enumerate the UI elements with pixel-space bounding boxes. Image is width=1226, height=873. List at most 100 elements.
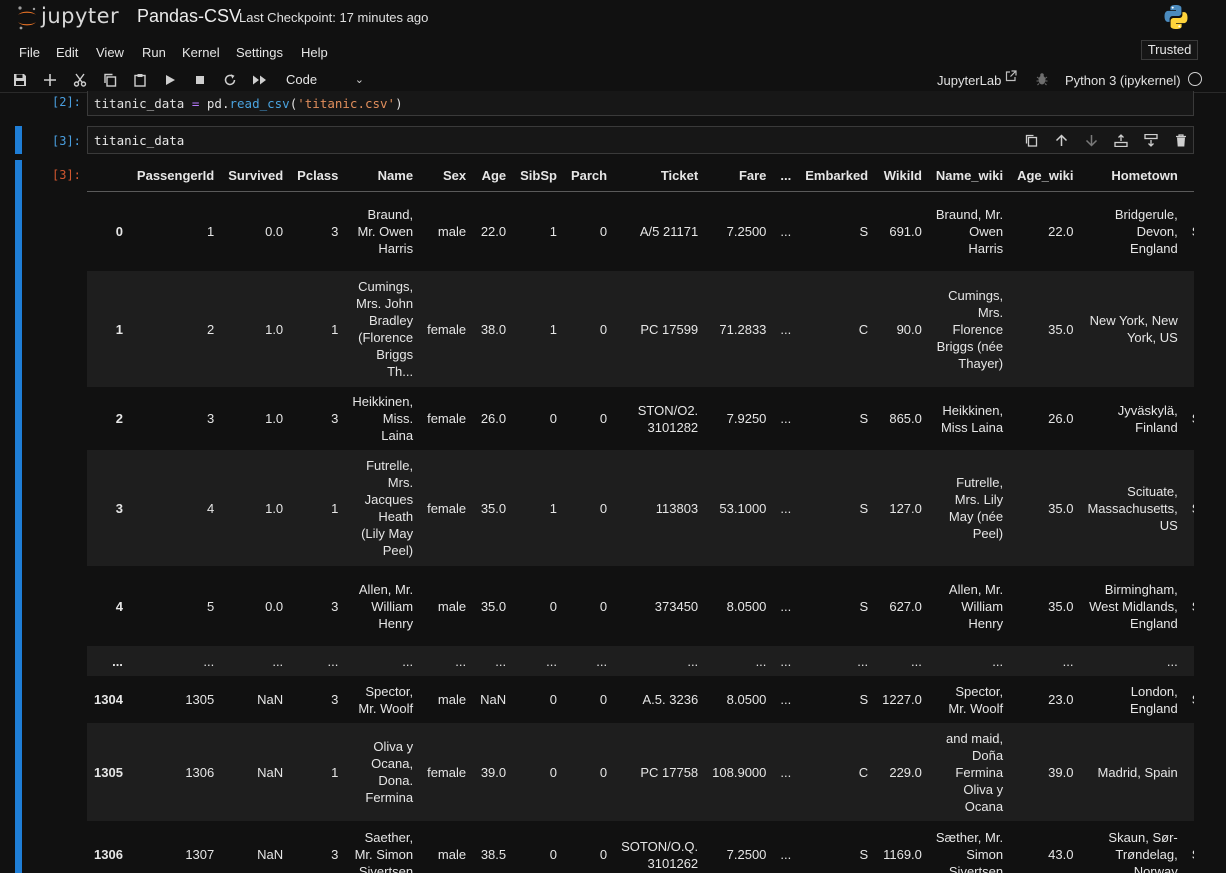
trusted-badge[interactable]: Trusted <box>1141 40 1198 60</box>
cell-2-code-editor[interactable]: titanic_data = pd.read_csv('titanic.csv'… <box>87 91 1194 116</box>
insert-above-icon[interactable] <box>1106 128 1136 152</box>
table-cell: 108.9000 <box>712 764 767 780</box>
table-cell: male <box>437 598 467 614</box>
python-logo-icon <box>1162 3 1190 36</box>
run-cell-icon[interactable] <box>160 70 180 90</box>
cell-3-code-editor[interactable]: titanic_data <box>87 126 1194 154</box>
table-cell: 7.2500 <box>726 223 767 239</box>
cut-icon[interactable] <box>70 70 90 90</box>
table-cell: Madrid, Spain <box>1097 764 1178 780</box>
table-cell: 373450 <box>654 598 699 614</box>
table-cell: Braund, Mr. Owen Harris <box>357 206 414 256</box>
table-row: 1 2 1.0 1 Cumings, Mrs. John Bradley (Floren… <box>87 271 1194 387</box>
table-cell: Southam <box>1185 387 1194 450</box>
table-cell: ... <box>780 321 792 337</box>
jupyter-logo[interactable]: jupyter <box>16 3 119 33</box>
table-cell: 35.0 <box>1048 500 1074 516</box>
cell-3-output-collapser[interactable] <box>15 160 22 873</box>
table-cell: male <box>437 223 467 239</box>
table-cell: female <box>427 764 467 780</box>
move-down-icon[interactable] <box>1076 128 1106 152</box>
row-index: ... <box>112 653 123 669</box>
table-cell: Skaun, Sør-Trøndelag, Norway <box>1108 830 1178 873</box>
insert-below-icon[interactable] <box>1136 128 1166 152</box>
notebook-title[interactable]: Pandas-CSV <box>137 6 242 26</box>
table-cell: S <box>859 223 869 239</box>
table-cell: 691.0 <box>889 223 922 239</box>
table-cell: 0 <box>549 847 557 862</box>
table-cell: 1.0 <box>265 500 284 516</box>
kernel-name[interactable]: Python 3 (ipykernel) <box>1065 73 1181 88</box>
table-cell: 1 <box>331 764 339 780</box>
jupyterlab-link[interactable]: JupyterLab <box>937 73 1002 88</box>
table-cell: 1 <box>331 500 339 516</box>
table-cell: 2 <box>207 321 215 337</box>
table-cell: Bridgerule, Devon, England <box>1114 206 1178 256</box>
table-cell: ... <box>546 653 557 669</box>
cell-3-input-collapser[interactable] <box>15 126 22 154</box>
table-cell: and maid, Doña Fermina Oliva y Ocana <box>946 730 1004 814</box>
table-cell: ... <box>1166 653 1178 669</box>
duplicate-cell-icon[interactable] <box>1016 128 1046 152</box>
table-cell: ... <box>596 653 608 669</box>
save-icon[interactable] <box>10 70 30 90</box>
table-cell: 26.0 <box>1048 411 1074 426</box>
column-header: Name <box>345 160 421 192</box>
table-cell: Southam <box>1185 566 1194 646</box>
table-cell: 35.0 <box>1048 321 1074 337</box>
code-token: read_csv <box>229 96 290 111</box>
table-cell: 35.0 <box>480 500 507 516</box>
copy-icon[interactable] <box>100 70 120 90</box>
table-cell: female <box>427 411 467 426</box>
restart-kernel-icon[interactable] <box>220 70 240 90</box>
table-cell: 43.0 <box>1048 847 1074 862</box>
column-header: Parch <box>563 160 615 192</box>
debugger-bug-icon[interactable] <box>1036 72 1048 86</box>
table-cell: 0.0 <box>265 598 284 614</box>
table-cell: 627.0 <box>889 598 922 614</box>
table-cell: 229.0 <box>889 764 922 780</box>
menu-help[interactable]: Help <box>301 45 328 60</box>
table-cell: London, England <box>1130 683 1178 716</box>
row-index: 0 <box>115 223 123 239</box>
table-cell: 5 <box>207 598 215 614</box>
move-up-icon[interactable] <box>1046 128 1076 152</box>
interrupt-kernel-icon[interactable] <box>190 70 210 90</box>
column-header: PassengerId <box>129 160 222 192</box>
row-index: 4 <box>115 598 123 614</box>
table-cell: 1 <box>331 321 339 337</box>
code-token: titanic_data <box>94 96 192 111</box>
add-cell-icon[interactable] <box>40 70 60 90</box>
menu-run[interactable]: Run <box>142 45 166 60</box>
code-token: ( <box>289 96 298 111</box>
menu-file[interactable]: File <box>19 45 40 60</box>
table-cell: 0 <box>599 321 608 337</box>
table-cell: 71.2833 <box>719 321 767 337</box>
table-cell: ... <box>992 653 1004 669</box>
table-cell: A/5 21171 <box>639 223 699 239</box>
table-cell: ... <box>780 764 792 780</box>
table-cell: A.5. 3236 <box>642 692 699 707</box>
cell-type-select[interactable]: Code ⌄ <box>280 70 370 90</box>
menu-edit[interactable]: Edit <box>56 45 79 60</box>
table-cell: 1.0 <box>265 321 284 337</box>
column-header: Ticket <box>614 160 706 192</box>
row-index: 3 <box>115 500 123 516</box>
table-cell: ... <box>780 653 792 669</box>
external-link-icon <box>1005 70 1017 85</box>
table-cell: New York, New York, US <box>1089 313 1178 345</box>
table-row: 4 5 0.0 3 Allen, Mr. William Henry male 35.0 0 0… <box>87 566 1194 646</box>
table-cell: ... <box>780 411 792 426</box>
restart-run-all-icon[interactable] <box>250 70 270 90</box>
table-cell: 3 <box>331 223 339 239</box>
column-header: Boa <box>1184 160 1194 192</box>
table-cell: 1307 <box>185 847 215 862</box>
table-row: 0 1 0.0 3 Braund, Mr. Owen Harris male 22.0 1 0 A… <box>87 191 1194 271</box>
paste-icon[interactable] <box>130 70 150 90</box>
code-token: pd <box>206 96 222 111</box>
menu-settings[interactable]: Settings <box>236 45 283 60</box>
menu-view[interactable]: View <box>96 45 124 60</box>
table-cell: 4 <box>207 500 215 516</box>
delete-cell-icon[interactable] <box>1166 128 1196 152</box>
menu-kernel[interactable]: Kernel <box>182 45 220 60</box>
